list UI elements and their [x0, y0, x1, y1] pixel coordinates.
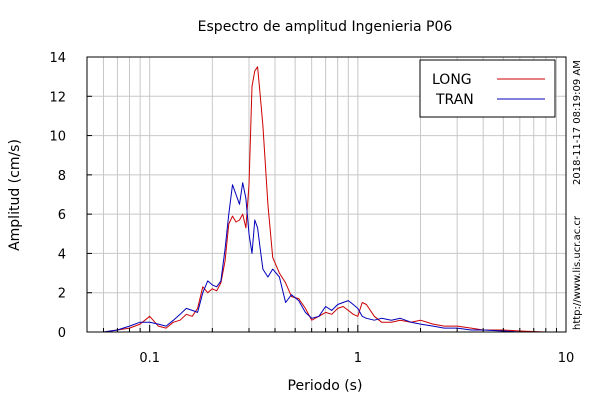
y-tick-label: 8: [58, 169, 66, 184]
x-axis-label: Periodo (s): [288, 378, 363, 394]
chart-title: Espectro de amplitud Ingenieria P06: [198, 19, 453, 35]
y-tick-label: 4: [58, 247, 66, 262]
y-tick-label: 2: [58, 287, 66, 302]
y-tick-label: 12: [49, 90, 66, 105]
y-axis-label: Amplitud (cm/s): [7, 139, 23, 251]
timestamp-text: 2018-11-17 08:19:09 AM: [572, 60, 583, 185]
chart-legend: LONG TRAN: [420, 60, 555, 117]
legend-box: [420, 60, 555, 117]
y-tick-label: 14: [49, 51, 66, 66]
x-tick-label: 10: [558, 351, 575, 366]
y-tick-label: 6: [58, 208, 66, 223]
legend-label-tran: TRAN: [435, 92, 474, 108]
series-line-tran: [104, 183, 567, 332]
source-url-text: http://www.lis.ucr.ac.cr: [572, 215, 583, 330]
legend-label-long: LONG: [432, 72, 472, 88]
y-tick-label: 0: [58, 326, 66, 341]
x-tick-label: 0.1: [139, 351, 160, 366]
y-tick-label: 10: [49, 130, 66, 145]
x-tick-label: 1: [354, 351, 362, 366]
